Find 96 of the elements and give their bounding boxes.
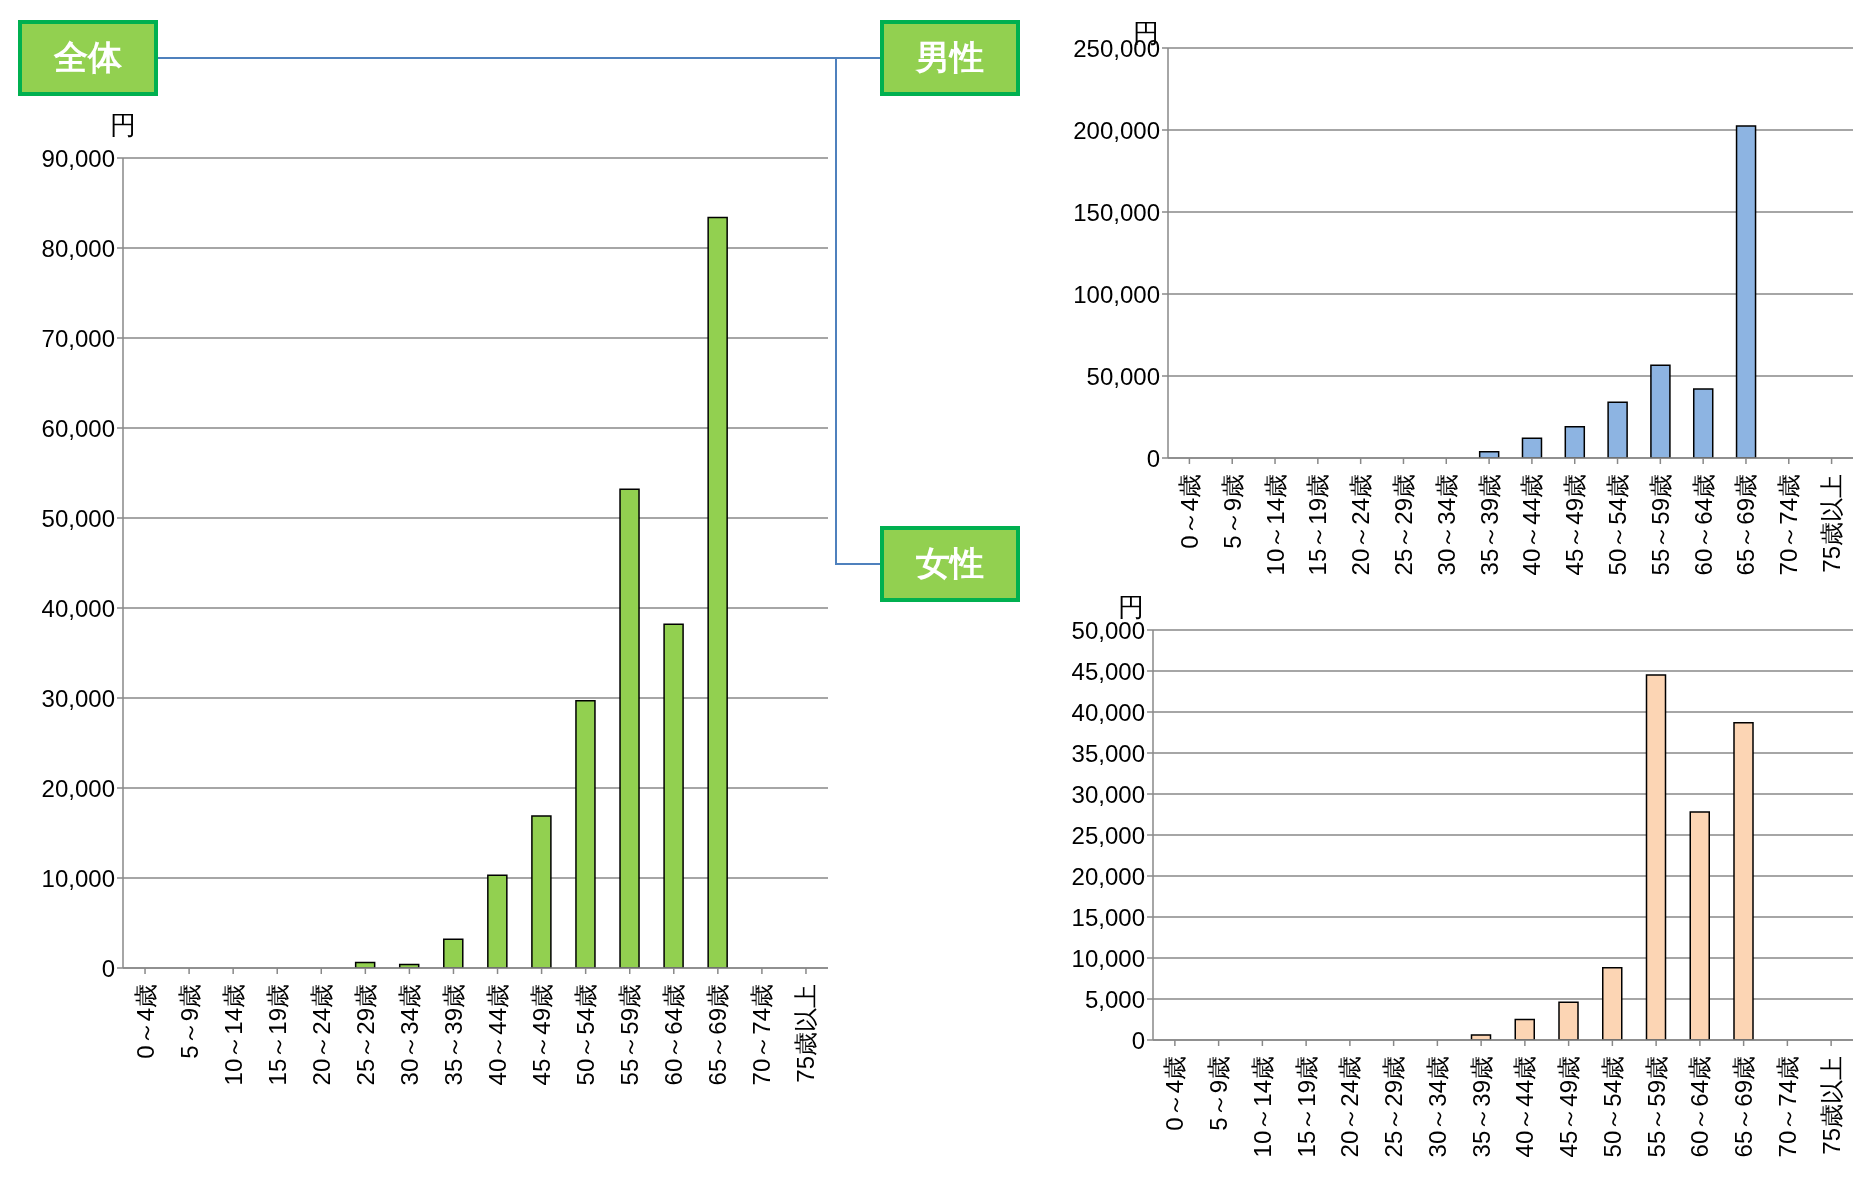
x-tick-label: 5～9歳 — [1205, 1056, 1233, 1131]
x-tick-label: 30～34歳 — [1432, 474, 1460, 576]
y-tick-label: 30,000 — [41, 684, 115, 712]
bar — [575, 699, 596, 968]
x-tick-label: 50～54歳 — [1598, 1056, 1626, 1158]
x-tick-label: 70～74歳 — [748, 984, 776, 1086]
bar — [619, 488, 640, 968]
y-tick-label: 50,000 — [41, 504, 115, 532]
x-tick-label: 15～19歳 — [263, 984, 291, 1086]
bar — [1692, 388, 1714, 458]
y-tick-label: 25,000 — [1071, 821, 1145, 849]
x-tick-label: 15～19歳 — [1292, 1056, 1320, 1158]
x-tick-label: 25～29歳 — [1380, 1056, 1408, 1158]
x-tick-label: 0～4歳 — [1161, 1056, 1189, 1131]
x-tick-label: 25～29歳 — [1389, 474, 1417, 576]
y-tick-label: 70,000 — [41, 324, 115, 352]
x-tick-label: 5～9歳 — [175, 984, 203, 1059]
x-tick-label: 15～19歳 — [1304, 474, 1332, 576]
bar — [1733, 721, 1754, 1040]
x-tick-label: 55～59歳 — [1642, 1056, 1670, 1158]
x-tick-label: 75歳以上 — [1818, 474, 1846, 573]
y-tick-label: 0 — [101, 954, 115, 982]
bar — [487, 874, 508, 968]
x-tick-label: 55～59歳 — [616, 984, 644, 1086]
x-tick-label: 35～39歳 — [1475, 474, 1503, 576]
y-tick-label: 10,000 — [1071, 944, 1145, 972]
x-tick-label: 30～34歳 — [1423, 1056, 1451, 1158]
x-tick-label: 55～59歳 — [1646, 474, 1674, 576]
y-tick-label: 20,000 — [41, 774, 115, 802]
y-tick-label: 45,000 — [1071, 657, 1145, 685]
x-tick-label: 65～69歳 — [1730, 1056, 1758, 1158]
x-tick-label: 60～64歳 — [1686, 1056, 1714, 1158]
y-tick-label: 150,000 — [1073, 198, 1160, 226]
x-tick-label: 60～64歳 — [1689, 474, 1717, 576]
x-tick-label: 35～39歳 — [1467, 1056, 1495, 1158]
bar — [1564, 426, 1586, 458]
x-tick-label: 40～44歳 — [484, 984, 512, 1086]
chart-title: 全体 — [18, 20, 158, 96]
x-tick-label: 10～14歳 — [1261, 474, 1289, 576]
x-tick-label: 20～24歳 — [1336, 1056, 1364, 1158]
x-tick-label: 20～24歳 — [307, 984, 335, 1086]
x-tick-label: 20～24歳 — [1347, 474, 1375, 576]
x-tick-label: 45～49歳 — [1555, 1056, 1583, 1158]
bar — [1558, 1001, 1579, 1040]
x-tick-label: 50～54歳 — [1604, 474, 1632, 576]
x-tick-label: 40～44歳 — [1511, 1056, 1539, 1158]
y-tick-label: 0 — [1131, 1026, 1145, 1054]
y-tick-label: 80,000 — [41, 234, 115, 262]
y-axis-title: 円 — [110, 109, 136, 142]
bar — [707, 216, 728, 968]
y-tick-label: 40,000 — [1071, 698, 1145, 726]
y-tick-label: 90,000 — [41, 144, 115, 172]
x-tick-label: 10～14歳 — [219, 984, 247, 1086]
chart-title: 女性 — [880, 526, 1020, 602]
x-tick-label: 0～4歳 — [131, 984, 159, 1059]
bar — [531, 815, 552, 968]
x-tick-label: 60～64歳 — [660, 984, 688, 1086]
x-tick-label: 45～49歳 — [528, 984, 556, 1086]
bar — [1650, 364, 1671, 458]
bar — [663, 623, 684, 968]
x-tick-label: 75歳以上 — [792, 984, 820, 1083]
bar — [1645, 674, 1667, 1040]
x-tick-label: 10～14歳 — [1248, 1056, 1276, 1158]
y-tick-label: 10,000 — [41, 864, 115, 892]
x-tick-label: 25～29歳 — [351, 984, 379, 1086]
chart-title: 男性 — [880, 20, 1020, 96]
x-tick-label: 75歳以上 — [1817, 1056, 1845, 1155]
y-tick-label: 30,000 — [1071, 780, 1145, 808]
bar — [1602, 967, 1623, 1040]
x-tick-label: 5～9歳 — [1218, 474, 1246, 549]
bar — [1521, 437, 1543, 458]
y-tick-label: 50,000 — [1086, 362, 1160, 390]
x-tick-label: 65～69歳 — [1732, 474, 1760, 576]
bar — [1689, 811, 1710, 1040]
bar — [443, 938, 464, 968]
y-tick-label: 15,000 — [1071, 903, 1145, 931]
x-tick-label: 0～4歳 — [1175, 474, 1203, 549]
x-tick-label: 30～34歳 — [395, 984, 423, 1086]
x-tick-label: 50～54歳 — [572, 984, 600, 1086]
y-tick-label: 5,000 — [1084, 985, 1145, 1013]
y-tick-label: 60,000 — [41, 414, 115, 442]
y-tick-label: 40,000 — [41, 594, 115, 622]
bar — [1514, 1018, 1535, 1040]
y-tick-label: 0 — [1146, 444, 1160, 472]
x-tick-label: 35～39歳 — [439, 984, 467, 1086]
x-tick-label: 70～74歳 — [1775, 474, 1803, 576]
bar — [1607, 401, 1628, 458]
bar — [1735, 125, 1757, 458]
y-tick-label: 100,000 — [1073, 280, 1160, 308]
x-tick-label: 40～44歳 — [1518, 474, 1546, 576]
y-tick-label: 200,000 — [1073, 116, 1160, 144]
x-tick-label: 65～69歳 — [704, 984, 732, 1086]
x-tick-label: 70～74歳 — [1773, 1056, 1801, 1158]
x-tick-label: 45～49歳 — [1561, 474, 1589, 576]
y-tick-label: 20,000 — [1071, 862, 1145, 890]
y-tick-label: 35,000 — [1071, 739, 1145, 767]
